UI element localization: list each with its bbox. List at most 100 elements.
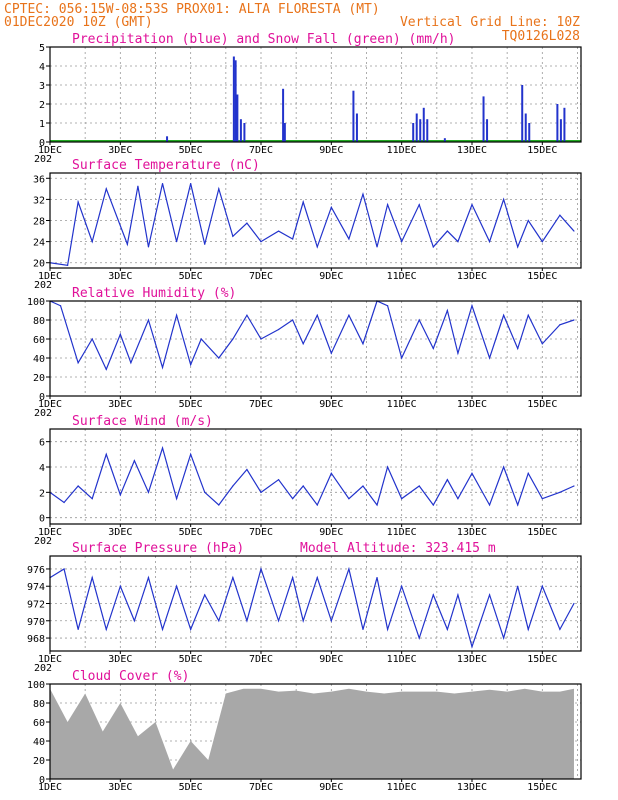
temp-point bbox=[517, 246, 519, 248]
pres-point bbox=[376, 576, 378, 579]
x-tick-label: 11DEC bbox=[387, 527, 417, 538]
temp-point bbox=[376, 246, 378, 248]
wind-point bbox=[302, 485, 304, 487]
pres-point bbox=[119, 585, 121, 587]
x-tick-label: 9DEC bbox=[319, 527, 343, 538]
x-tick-label: 15DEC bbox=[527, 782, 557, 793]
temp-point bbox=[302, 201, 304, 203]
wind-point bbox=[401, 498, 403, 500]
x-tick-label: 11DEC bbox=[387, 654, 417, 665]
y-tick-label: 60 bbox=[33, 335, 45, 346]
pres-point bbox=[232, 576, 234, 579]
precip-bar bbox=[415, 113, 418, 142]
precip-bar bbox=[419, 119, 422, 142]
pres-point bbox=[573, 602, 575, 605]
temp-point bbox=[471, 204, 473, 206]
rh-line bbox=[49, 300, 575, 371]
header-grid-note: Vertical Grid Line: 10Z bbox=[400, 15, 580, 30]
pres-point bbox=[488, 594, 491, 596]
temp-point bbox=[190, 182, 192, 185]
rh-point bbox=[559, 324, 561, 326]
precip-bar bbox=[234, 60, 237, 142]
y-tick-label: 4 bbox=[39, 463, 45, 474]
temp-point bbox=[292, 238, 294, 240]
pres-point bbox=[316, 576, 318, 579]
wind-point bbox=[348, 498, 350, 500]
wind-point bbox=[147, 491, 150, 493]
rh-point bbox=[302, 343, 304, 345]
x-year-stub: 202 bbox=[34, 536, 52, 547]
temp-point bbox=[175, 241, 178, 243]
pres-point bbox=[541, 585, 543, 587]
y-tick-label: 0 bbox=[39, 775, 45, 786]
wind-point bbox=[446, 479, 448, 481]
x-tick-label: 13DEC bbox=[457, 145, 487, 156]
rh-point bbox=[200, 338, 202, 340]
precip-bar bbox=[412, 123, 415, 142]
precip-bar bbox=[282, 88, 285, 142]
y-tick-label: 100 bbox=[27, 680, 45, 691]
temp-point bbox=[362, 193, 364, 195]
x-tick-label: 3DEC bbox=[108, 271, 132, 282]
x-tick-label: 7DEC bbox=[249, 399, 273, 410]
y-tick-label: 36 bbox=[33, 174, 45, 185]
temp-point bbox=[260, 241, 262, 243]
y-tick-label: 0 bbox=[39, 514, 45, 525]
y-tick-label: 5 bbox=[39, 43, 45, 54]
temp-point bbox=[503, 198, 505, 200]
pres-point bbox=[277, 620, 280, 622]
y-tick-label: 20 bbox=[33, 373, 45, 384]
rh-point bbox=[190, 364, 192, 366]
rh-point bbox=[218, 357, 220, 359]
rh-point bbox=[316, 314, 318, 316]
x-tick-label: 13DEC bbox=[457, 782, 487, 793]
temp-point bbox=[161, 182, 164, 185]
x-tick-label: 3DEC bbox=[108, 654, 132, 665]
temp-point bbox=[386, 204, 389, 206]
pres-point bbox=[218, 620, 220, 622]
y-tick-label: 974 bbox=[27, 582, 45, 593]
rh-point bbox=[59, 305, 62, 307]
pres-point bbox=[446, 628, 448, 631]
panel-frame bbox=[49, 300, 582, 397]
pres-point bbox=[77, 628, 79, 631]
x-tick-label: 9DEC bbox=[319, 782, 343, 793]
temp-point bbox=[418, 204, 420, 206]
x-tick-label: 13DEC bbox=[457, 654, 487, 665]
y-tick-label: 3 bbox=[39, 81, 45, 92]
precip-bar bbox=[559, 119, 562, 142]
precip-bar bbox=[243, 123, 246, 142]
cloud-area bbox=[50, 688, 574, 779]
temp-point bbox=[316, 246, 318, 248]
pres-point bbox=[302, 620, 304, 622]
pres-point bbox=[246, 620, 248, 622]
rh-point bbox=[119, 333, 121, 335]
x-tick-label: 3DEC bbox=[108, 782, 132, 793]
rh-point bbox=[277, 328, 280, 331]
wind-point bbox=[362, 485, 364, 487]
x-tick-label: 13DEC bbox=[457, 399, 487, 410]
rh-point bbox=[488, 357, 491, 359]
temp-point bbox=[432, 246, 434, 248]
x-tick-label: 9DEC bbox=[319, 271, 343, 282]
panel-frame bbox=[49, 46, 582, 143]
temp-point bbox=[330, 206, 332, 208]
rh-point bbox=[147, 319, 150, 321]
panel-pres: Surface Pressure (hPa) Model Altitude: 32… bbox=[27, 541, 582, 674]
x-tick-label: 9DEC bbox=[319, 654, 343, 665]
wind-point bbox=[218, 504, 220, 506]
y-tick-label: 28 bbox=[33, 217, 45, 228]
rh-point bbox=[386, 305, 389, 307]
wind-point bbox=[316, 504, 318, 506]
header-date: 01DEC2020 10Z (GMT) bbox=[4, 15, 153, 30]
temp-point bbox=[246, 222, 248, 224]
wind-point bbox=[232, 485, 234, 487]
y-tick-label: 40 bbox=[33, 737, 45, 748]
x-tick-label: 1DEC bbox=[38, 271, 62, 282]
pres-point bbox=[260, 568, 262, 570]
wind-point bbox=[503, 466, 505, 468]
x-tick-label: 9DEC bbox=[319, 145, 343, 156]
rh-point bbox=[77, 362, 79, 364]
